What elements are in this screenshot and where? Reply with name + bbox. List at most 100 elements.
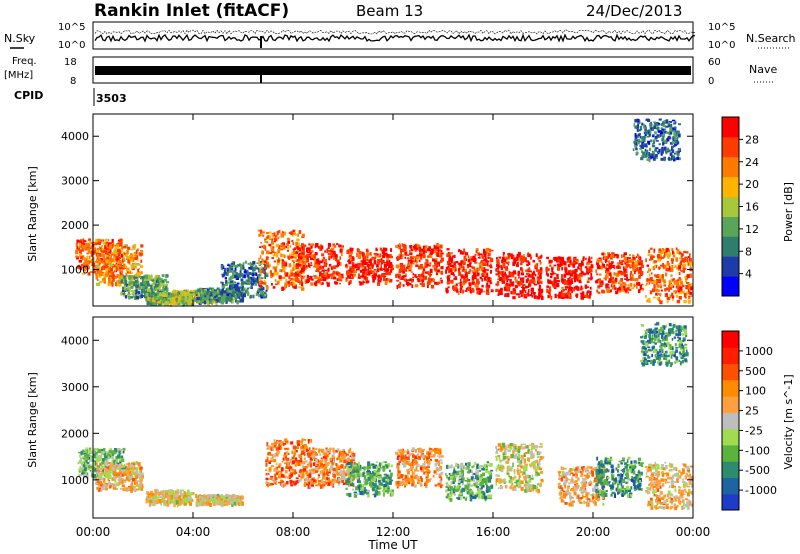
- power-cell: [566, 295, 569, 299]
- power-cell: [376, 268, 380, 273]
- power-cell: [472, 278, 475, 281]
- power-cell: [570, 281, 574, 284]
- power-cell: [323, 259, 326, 262]
- power-cell: [296, 263, 300, 267]
- power-cell: [632, 262, 635, 264]
- power-cell: [460, 278, 462, 282]
- power-cell: [424, 271, 427, 274]
- power-cell: [505, 288, 509, 292]
- power-cell: [346, 249, 350, 254]
- velocity-cell: [89, 465, 93, 469]
- power-cell: [625, 258, 627, 263]
- velocity-cell: [100, 462, 103, 467]
- power-cell: [155, 274, 159, 278]
- power-cell: [236, 276, 239, 279]
- power-cell: [328, 273, 332, 276]
- power-cell: [261, 250, 264, 255]
- power-cell: [676, 136, 679, 140]
- power-cell: [363, 269, 366, 274]
- velocity-cell: [136, 482, 139, 487]
- power-cell: [611, 276, 615, 281]
- power-cell: [595, 281, 597, 284]
- power-cell: [419, 252, 423, 257]
- power-cell: [641, 122, 644, 126]
- power-cell: [255, 278, 258, 284]
- power-cell: [606, 256, 610, 260]
- power-cell: [483, 253, 487, 257]
- power-cell: [281, 286, 284, 291]
- power-cell: [648, 278, 651, 281]
- power-cell: [263, 279, 266, 283]
- power-cell: [248, 272, 252, 275]
- power-cell: [502, 278, 506, 281]
- power-cell: [135, 294, 138, 297]
- power-cell: [304, 261, 307, 266]
- power-cell: [669, 127, 672, 132]
- power-cell: [122, 286, 125, 290]
- power-cell: [446, 253, 450, 257]
- power-cell: [127, 246, 131, 250]
- power-cell: [99, 253, 103, 257]
- power-cell: [277, 236, 280, 240]
- power-cell: [250, 285, 253, 289]
- power-cell: [596, 261, 600, 265]
- power-cell: [345, 280, 348, 282]
- velocity-cell: [126, 466, 129, 469]
- power-cell: [565, 273, 568, 276]
- power-cell: [569, 276, 571, 279]
- power-cell: [411, 280, 414, 283]
- velocity-cell-group: [95, 461, 144, 493]
- power-cell: [336, 278, 339, 281]
- power-cell: [528, 270, 532, 273]
- power-cell: [266, 250, 270, 255]
- power-cell: [450, 264, 454, 267]
- power-cell: [439, 251, 441, 256]
- power-cell: [120, 270, 124, 274]
- power-cell: [606, 263, 609, 267]
- power-cell: [355, 268, 360, 271]
- power-cell: [489, 266, 493, 269]
- power-cell: [650, 124, 653, 126]
- power-cell: [116, 266, 118, 271]
- power-cell: [502, 262, 506, 267]
- power-cell: [564, 286, 569, 289]
- power-cell: [390, 269, 393, 271]
- power-cell: [533, 295, 537, 299]
- power-cell: [281, 269, 283, 273]
- power-cell: [303, 244, 307, 248]
- power-cell: [227, 264, 230, 266]
- velocity-cell: [108, 450, 112, 453]
- power-cell: [460, 265, 464, 269]
- power-cell: [659, 134, 662, 138]
- power-cell: [241, 286, 244, 288]
- power-cell: [268, 243, 272, 247]
- power-cell: [447, 268, 451, 274]
- power-cell: [668, 284, 670, 289]
- power-cell: [546, 256, 549, 260]
- power-cell: [232, 290, 235, 295]
- power-cell: [509, 272, 513, 276]
- power-cell: [103, 277, 106, 279]
- power-cell: [597, 285, 601, 289]
- power-cell: [339, 262, 342, 266]
- velocity-cell: [121, 467, 124, 471]
- power-cell: [271, 283, 273, 286]
- power-cell: [449, 264, 452, 267]
- velocity-cell: [129, 463, 134, 468]
- power-cell: [419, 277, 422, 280]
- power-cell: [259, 255, 262, 259]
- power-cell: [276, 230, 279, 236]
- velocity-cell: [132, 485, 136, 489]
- power-cell: [134, 274, 137, 276]
- power-cell: [283, 261, 288, 264]
- power-cell: [142, 281, 147, 285]
- power-cell: [323, 271, 325, 274]
- power-cell: [556, 263, 561, 266]
- power-cell: [663, 131, 666, 134]
- power-cell: [244, 260, 248, 264]
- velocity-cell: [104, 472, 107, 475]
- power-cell: [572, 271, 575, 274]
- power-cell: [440, 250, 443, 255]
- power-cell: [274, 283, 278, 286]
- power-cell: [270, 248, 275, 252]
